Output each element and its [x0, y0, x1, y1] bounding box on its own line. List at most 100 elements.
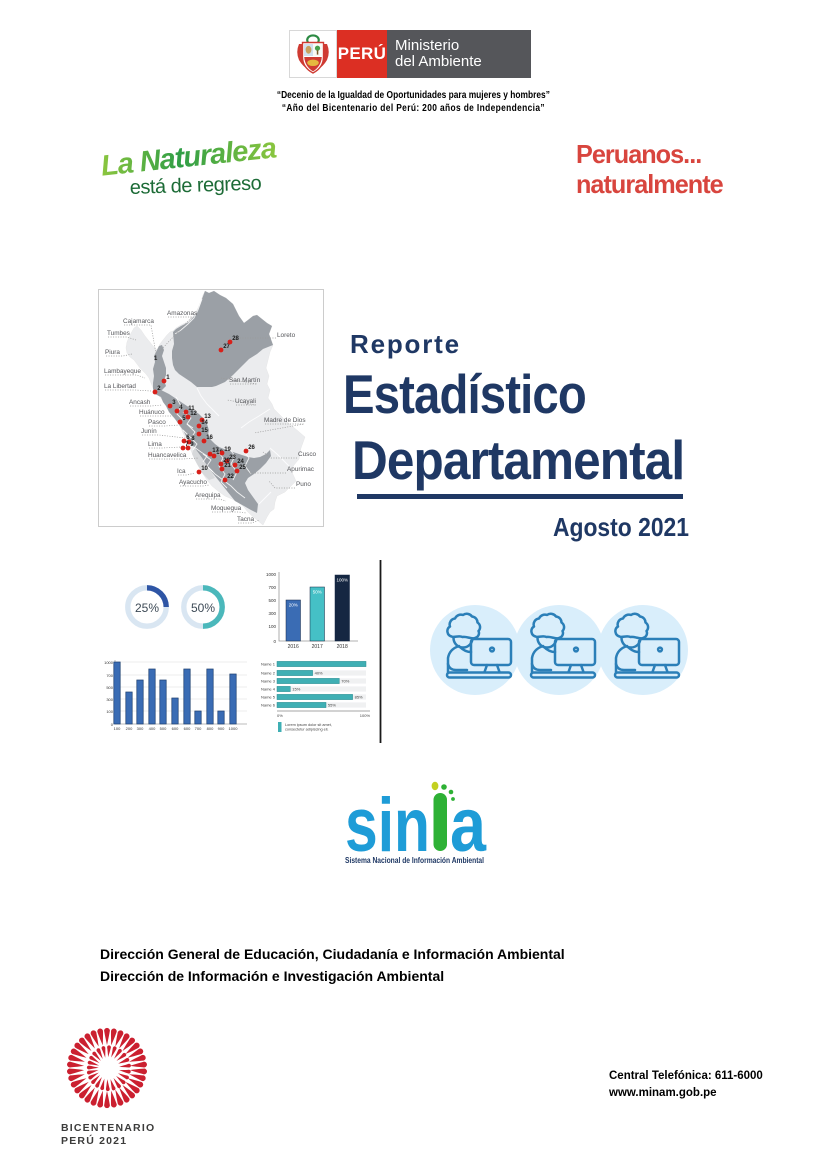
svg-text:15%: 15% [292, 687, 300, 692]
svg-text:27: 27 [223, 344, 230, 350]
svg-text:consectetur adipiscing eli.: consectetur adipiscing eli. [285, 728, 328, 732]
svg-text:9: 9 [190, 442, 194, 448]
svg-text:2: 2 [157, 386, 161, 392]
svg-text:0: 0 [111, 722, 114, 727]
svg-text:1: 1 [166, 375, 170, 381]
svg-text:San Martín: San Martín [229, 377, 261, 384]
svg-text:300: 300 [137, 726, 144, 731]
svg-text:300: 300 [268, 611, 276, 616]
svg-text:28: 28 [232, 336, 239, 342]
svg-text:100%: 100% [336, 578, 348, 583]
svg-text:Lorem ipsum dolor sit amet,: Lorem ipsum dolor sit amet, [285, 723, 332, 727]
svg-text:Lima: Lima [148, 441, 162, 448]
svg-text:Cajamarca: Cajamarca [123, 318, 154, 325]
svg-text:Pasco: Pasco [148, 419, 166, 426]
svg-text:600: 600 [184, 726, 191, 731]
svg-text:Cusco: Cusco [298, 451, 317, 458]
svg-text:16: 16 [206, 435, 213, 441]
svg-text:600: 600 [172, 726, 179, 731]
svg-text:Madre de Dios: Madre de Dios [264, 417, 306, 424]
svg-text:23: 23 [229, 455, 236, 461]
svg-text:2016: 2016 [288, 644, 299, 650]
svg-text:24: 24 [237, 459, 244, 465]
svg-text:40%: 40% [315, 671, 323, 676]
svg-text:300: 300 [106, 697, 113, 702]
svg-text:Name 2: Name 2 [261, 671, 276, 676]
svg-text:500: 500 [106, 685, 113, 690]
svg-text:100%: 100% [360, 713, 371, 718]
svg-text:20%: 20% [289, 603, 298, 608]
svg-text:2018: 2018 [337, 644, 348, 650]
svg-text:Lambayeque: Lambayeque [104, 368, 141, 375]
svg-text:15: 15 [201, 428, 208, 434]
svg-text:400: 400 [149, 726, 156, 731]
svg-text:1000: 1000 [266, 572, 277, 577]
svg-text:4: 4 [179, 405, 183, 411]
svg-text:Huánuco: Huánuco [139, 409, 165, 416]
svg-text:Name 1: Name 1 [261, 662, 276, 667]
svg-text:100: 100 [114, 726, 121, 731]
svg-text:700: 700 [106, 673, 113, 678]
svg-text:700: 700 [195, 726, 202, 731]
svg-text:1000: 1000 [229, 726, 239, 731]
svg-text:17: 17 [212, 448, 219, 454]
svg-text:70%: 70% [341, 679, 349, 684]
svg-text:800: 800 [207, 726, 214, 731]
svg-text:Amazonas: Amazonas [167, 310, 197, 317]
svg-text:Ucayali: Ucayali [235, 398, 256, 405]
svg-text:8: 8 [191, 436, 195, 442]
svg-text:5: 5 [182, 416, 186, 422]
svg-text:7: 7 [185, 442, 189, 448]
svg-text:900: 900 [218, 726, 225, 731]
svg-text:100: 100 [268, 624, 276, 629]
svg-text:1: 1 [154, 356, 158, 362]
svg-text:12: 12 [190, 411, 197, 417]
svg-text:500: 500 [160, 726, 167, 731]
svg-text:Sistema Nacional de Informació: Sistema Nacional de Información Ambienta… [345, 856, 484, 865]
svg-text:Junín: Junín [141, 428, 157, 435]
svg-text:100: 100 [106, 709, 113, 714]
svg-text:200: 200 [126, 726, 133, 731]
svg-text:0%: 0% [277, 713, 283, 718]
svg-text:55%: 55% [328, 703, 336, 708]
svg-text:La Libertad: La Libertad [104, 383, 136, 390]
svg-text:Name 4: Name 4 [261, 687, 276, 692]
svg-text:Ica: Ica [177, 468, 186, 475]
svg-text:Tumbes: Tumbes [107, 330, 130, 337]
svg-text:11: 11 [188, 406, 195, 412]
svg-text:700: 700 [268, 585, 276, 590]
svg-text:Ancash: Ancash [129, 399, 151, 406]
svg-text:50%: 50% [313, 590, 322, 595]
svg-text:Loreto: Loreto [277, 332, 296, 339]
svg-text:22: 22 [227, 474, 234, 480]
svg-text:Name 6: Name 6 [261, 703, 276, 708]
svg-text:3: 3 [172, 400, 176, 406]
svg-text:Tacna: Tacna [237, 516, 254, 523]
svg-text:Huancavelica: Huancavelica [148, 452, 187, 459]
svg-text:0: 0 [273, 639, 276, 644]
svg-text:Piura: Piura [105, 349, 120, 356]
svg-text:Puno: Puno [296, 481, 311, 488]
svg-text:Arequipa: Arequipa [195, 492, 221, 499]
svg-text:14: 14 [201, 420, 208, 426]
svg-text:2017: 2017 [312, 644, 323, 650]
svg-text:26: 26 [248, 445, 255, 451]
svg-text:25: 25 [239, 465, 246, 471]
svg-text:13: 13 [204, 414, 211, 420]
svg-text:Apurimac: Apurimac [287, 466, 315, 473]
svg-text:Name 5: Name 5 [261, 695, 276, 700]
svg-text:25%: 25% [135, 601, 159, 615]
svg-text:20: 20 [223, 458, 230, 464]
svg-text:está de regreso: está de regreso [129, 172, 262, 199]
svg-text:Ayacucho: Ayacucho [179, 479, 207, 486]
svg-text:50%: 50% [191, 601, 215, 615]
svg-text:85%: 85% [355, 695, 363, 700]
svg-text:10: 10 [201, 466, 208, 472]
svg-text:19: 19 [224, 447, 231, 453]
svg-text:Name 3: Name 3 [261, 679, 276, 684]
svg-text:Moquegua: Moquegua [211, 505, 242, 512]
svg-text:1000: 1000 [104, 660, 114, 665]
svg-text:500: 500 [268, 598, 276, 603]
svg-text:6: 6 [186, 435, 190, 441]
svg-text:21: 21 [224, 463, 231, 469]
